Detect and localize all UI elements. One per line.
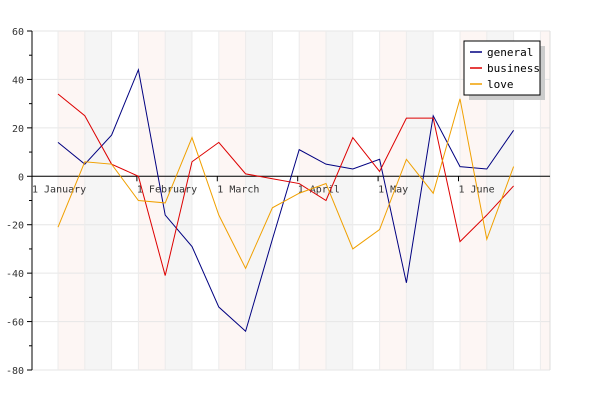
series-line-business — [57, 93, 514, 276]
background-stripe — [245, 31, 273, 370]
x-tick-label: 1 February — [137, 184, 197, 195]
y-tick-label: 20 — [12, 124, 24, 135]
legend-label-business: business — [487, 62, 540, 75]
x-tick-label: 1 June — [459, 184, 495, 195]
legend-label-general: general — [487, 46, 533, 59]
y-tick-label: 40 — [12, 75, 24, 86]
y-tick-label: -20 — [6, 221, 24, 232]
background-stripe — [433, 31, 460, 370]
background-stripe — [192, 31, 219, 370]
y-tick-label: -80 — [6, 366, 24, 377]
background-stripe — [32, 31, 58, 370]
x-tick-label: 1 January — [32, 184, 86, 195]
background-stripe — [540, 31, 550, 370]
background-stripe — [379, 31, 407, 370]
legend: general business love — [463, 40, 545, 100]
y-tick-label: -40 — [6, 269, 24, 280]
background-stripe — [165, 31, 192, 370]
background-stripe — [326, 31, 353, 370]
legend-label-love: love — [487, 78, 514, 91]
background-stripe — [58, 31, 85, 370]
x-tick-label: 1 May — [378, 184, 408, 195]
x-tick-label: 1 March — [217, 184, 259, 195]
background-stripe — [84, 31, 112, 370]
background-stripe — [299, 31, 326, 370]
series-line-love — [57, 98, 515, 270]
y-axis: -80 -60 -40 -20 0 20 40 60 — [6, 27, 33, 377]
background-stripe — [352, 31, 380, 370]
y-tick-label: 60 — [12, 27, 24, 38]
x-axis: 1 January 1 February 1 March 1 April 1 May 1 … — [31, 175, 550, 195]
background-stripe — [111, 31, 139, 370]
background-stripe — [218, 31, 246, 370]
y-tick-label: 0 — [18, 172, 24, 183]
y-tick-label: -60 — [6, 318, 24, 329]
x-tick-label: 1 April — [298, 184, 340, 195]
series-line-general — [57, 67, 515, 333]
series-lines — [57, 67, 515, 333]
